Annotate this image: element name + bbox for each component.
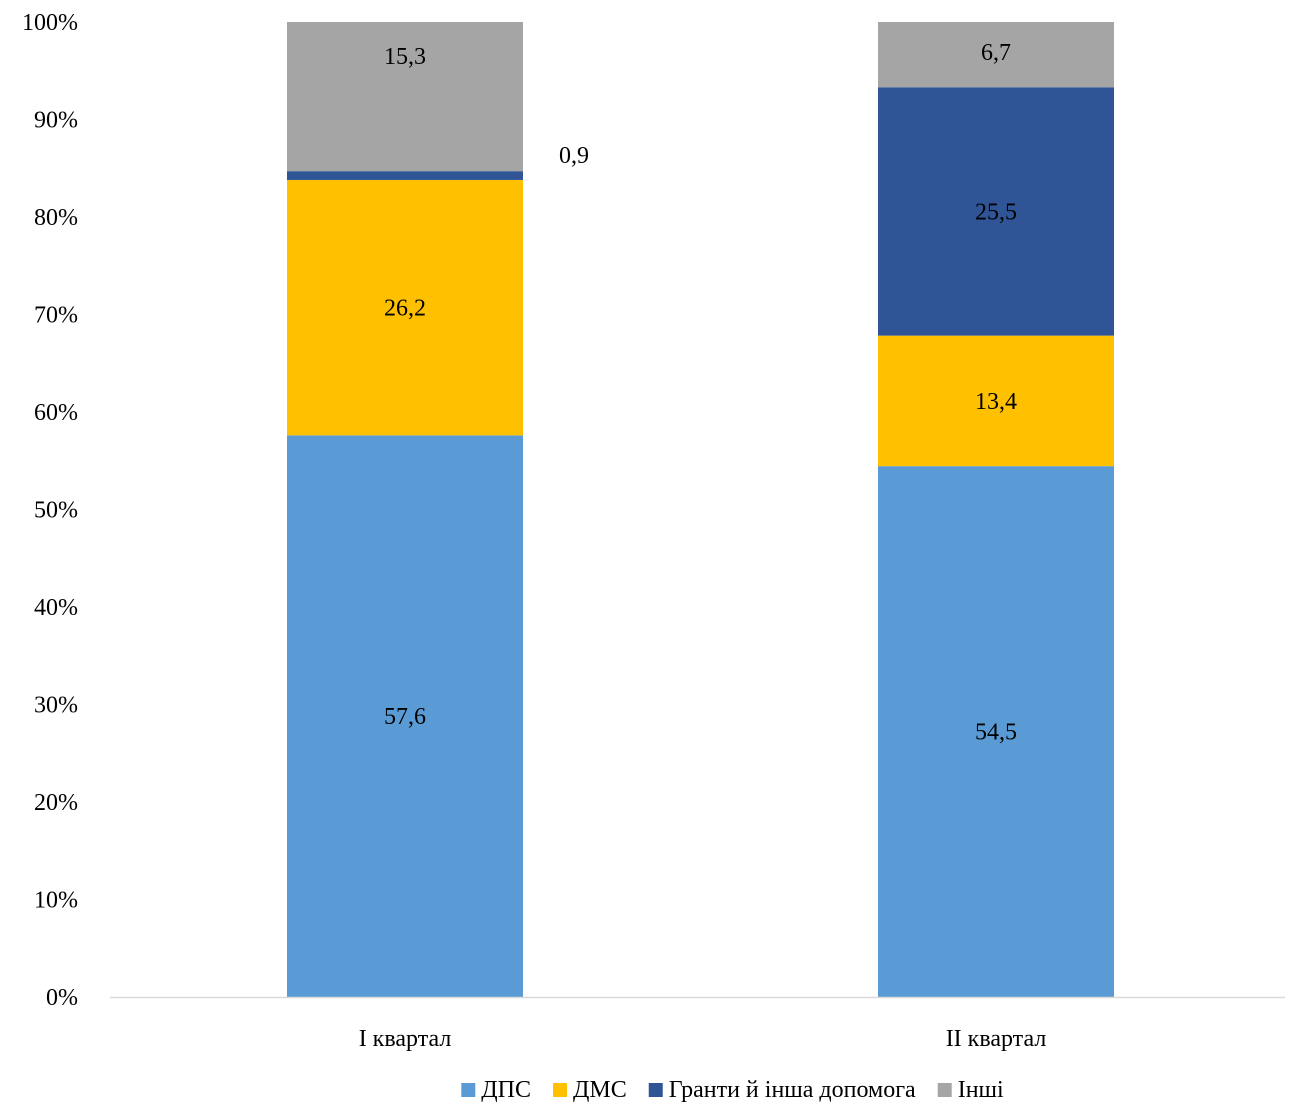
legend: ДПС ДМС Гранти й інша допомога Інші [461, 1077, 1004, 1103]
data-label: 6,7 [981, 40, 1011, 66]
y-axis: 0% 10% 20% 30% 40% 50% 60% 70% 80% 90% 100% [22, 10, 78, 1011]
legend-swatch [937, 1083, 952, 1097]
y-tick-label: 100% [22, 10, 78, 36]
data-label: 15,3 [384, 44, 426, 70]
bar-segment [878, 22, 1114, 88]
data-label: 25,5 [975, 199, 1017, 225]
legend-item: Гранти й інша допомога [648, 1077, 916, 1103]
y-tick-label: 10% [34, 888, 78, 914]
legend-label: Інші [958, 1077, 1004, 1103]
data-label: 13,4 [975, 389, 1017, 415]
y-tick-label: 20% [34, 790, 78, 816]
legend-swatch [648, 1083, 663, 1097]
bar-segment [878, 466, 1114, 997]
data-label: 0,9 [559, 143, 589, 169]
bars-group [287, 22, 1114, 997]
y-tick-label: 70% [34, 303, 78, 329]
legend-label: Гранти й інша допомога [669, 1077, 916, 1103]
y-tick-label: 60% [34, 400, 78, 426]
y-tick-label: 90% [34, 108, 78, 134]
bar-segment [287, 171, 523, 180]
x-axis: І квартал ІІ квартал [359, 1026, 1047, 1052]
bar-segment [287, 179, 523, 436]
data-label: 57,6 [384, 704, 426, 730]
bar-segment [878, 87, 1114, 336]
legend-swatch [553, 1083, 568, 1097]
y-tick-label: 40% [34, 595, 78, 621]
bar-segment [878, 335, 1114, 467]
bar-segment [287, 435, 523, 997]
y-tick-label: 30% [34, 693, 78, 719]
x-tick-label: ІІ квартал [946, 1026, 1047, 1052]
legend-item: ДМС [553, 1077, 627, 1103]
legend-label: ДПС [481, 1077, 531, 1103]
y-tick-label: 0% [46, 985, 78, 1011]
bar-segment [287, 22, 523, 172]
y-tick-label: 50% [34, 498, 78, 524]
x-tick-label: І квартал [359, 1026, 452, 1052]
legend-item: ДПС [461, 1077, 531, 1103]
data-label: 26,2 [384, 296, 426, 322]
data-labels-group: 57,6 26,2 0,9 15,3 54,5 13,4 25,5 6,7 [384, 40, 1017, 746]
data-label: 54,5 [975, 720, 1017, 746]
legend-label: ДМС [573, 1077, 627, 1103]
legend-swatch [461, 1083, 476, 1097]
legend-item: Інші [937, 1077, 1004, 1103]
y-tick-label: 80% [34, 205, 78, 231]
